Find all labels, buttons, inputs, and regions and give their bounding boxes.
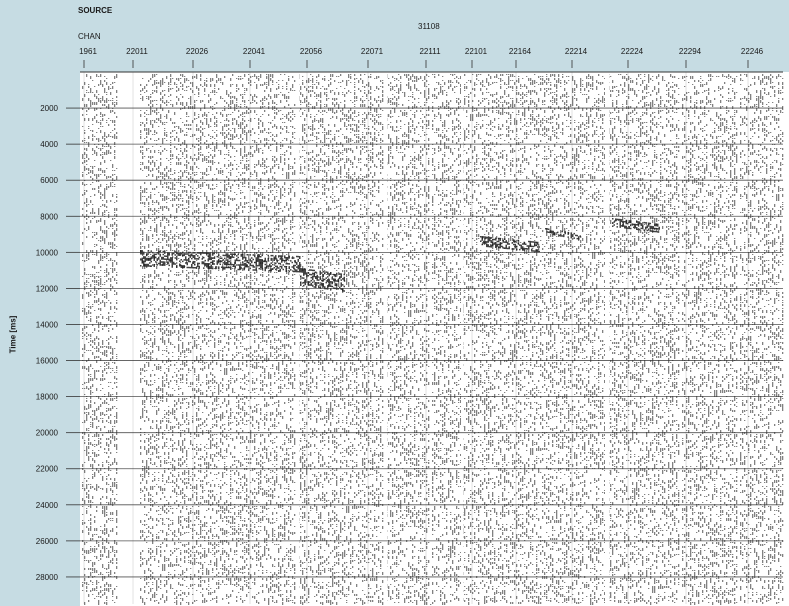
x-tick-label: 22224 xyxy=(621,47,644,56)
line-number-label: 31108 xyxy=(418,22,440,31)
y-tick-label: 2000 xyxy=(40,104,58,113)
dead-trace-gap xyxy=(296,72,299,604)
y-tick-label: 10000 xyxy=(36,248,59,257)
seismic-traces xyxy=(82,74,784,605)
dead-trace-gap xyxy=(680,72,682,604)
x-tick-label: 22011 xyxy=(126,47,148,56)
y-tick-label: 6000 xyxy=(40,176,58,185)
y-tick-label: 12000 xyxy=(36,284,59,293)
x-tick-label: 22214 xyxy=(565,47,588,56)
y-tick-label: 24000 xyxy=(36,501,59,510)
y-tick-label: 4000 xyxy=(40,140,58,149)
dead-trace-gap xyxy=(738,72,740,604)
channel-label: CHAN xyxy=(78,32,101,41)
x-tick-label: 22246 xyxy=(741,47,764,56)
trace-noise xyxy=(82,74,784,605)
y-tick-label: 26000 xyxy=(36,537,59,546)
dead-trace-gap xyxy=(605,72,609,604)
x-tick-label: 1961 xyxy=(79,47,97,56)
y-tick-label: 20000 xyxy=(36,429,59,438)
source-label: SOURCE xyxy=(78,6,113,15)
x-tick-label: 22071 xyxy=(361,47,384,56)
trace-gaps xyxy=(118,72,740,604)
x-tick-label: 22026 xyxy=(186,47,209,56)
y-tick-label: 8000 xyxy=(40,212,58,221)
x-tick-label: 22041 xyxy=(243,47,266,56)
x-axis-ticks: 1961 22011 22026 22041 22056 22071 22111 22101 2… xyxy=(79,47,764,68)
y-tick-label: 22000 xyxy=(36,465,59,474)
y-axis-band xyxy=(0,72,80,606)
header-band xyxy=(0,0,789,72)
x-tick-label: 22101 xyxy=(465,47,488,56)
y-tick-label: 18000 xyxy=(36,393,59,402)
dead-trace-gap xyxy=(384,72,387,604)
x-tick-label: 22164 xyxy=(509,47,532,56)
x-tick-label: 22111 xyxy=(419,47,441,56)
y-tick-label: 16000 xyxy=(36,357,59,366)
y-tick-label: 28000 xyxy=(36,573,59,582)
dead-trace-gap xyxy=(118,72,140,604)
y-tick-label: 14000 xyxy=(36,320,59,329)
x-tick-label: 22294 xyxy=(679,47,702,56)
y-axis-ticks: 2000 4000 6000 8000 10000 12000 14000 16000 1800… xyxy=(36,104,80,582)
dead-trace-gap xyxy=(461,72,463,604)
grid-lines xyxy=(80,71,783,604)
dead-trace-gap xyxy=(430,72,432,604)
x-tick-label: 22056 xyxy=(300,47,323,56)
